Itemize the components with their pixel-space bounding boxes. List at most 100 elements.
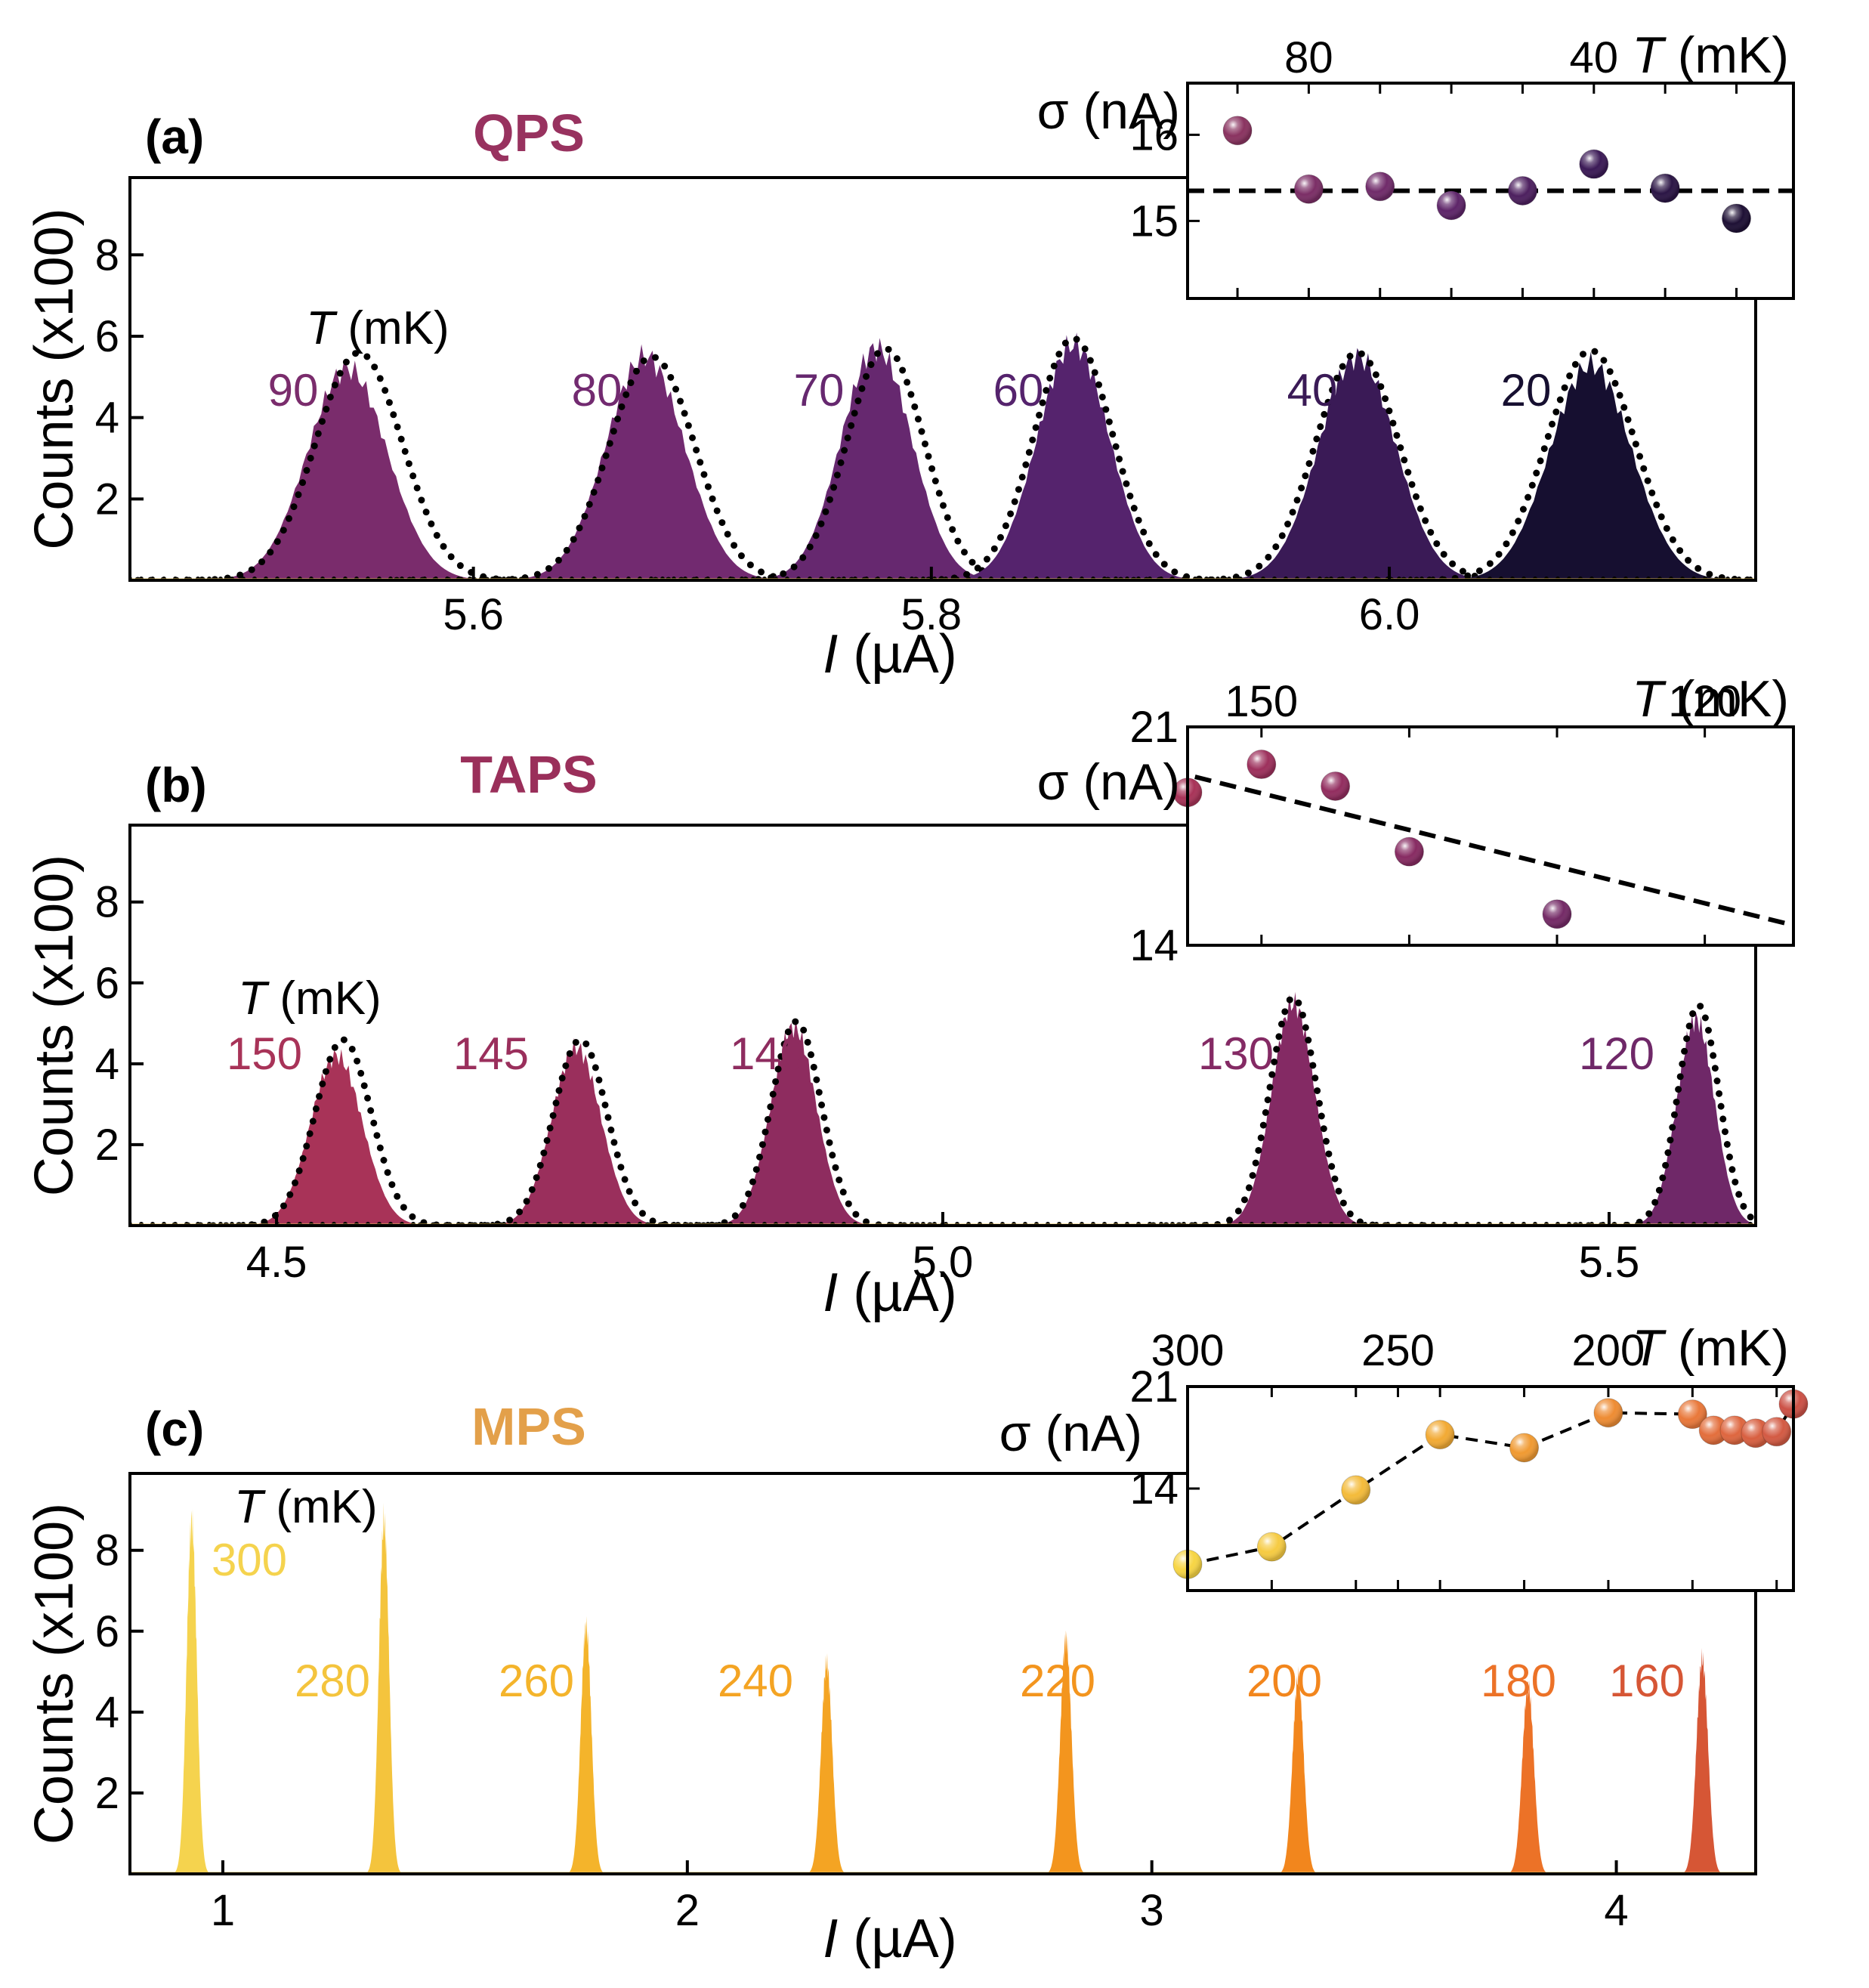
- histogram-180: [1503, 1680, 1552, 1874]
- peak-label-145: 145: [453, 1028, 529, 1079]
- histogram-20: [1420, 351, 1756, 580]
- ytick-label: 8: [95, 230, 119, 280]
- fit-curve-150: [171, 1035, 515, 1226]
- y-axis-label: Counts (x100): [24, 1503, 85, 1844]
- peak-label-260: 260: [499, 1656, 574, 1706]
- peak-label-240: 240: [718, 1656, 793, 1706]
- inset-point-shine: [1341, 1475, 1370, 1504]
- inset-point-shine: [1223, 116, 1253, 145]
- ytick-label: 4: [95, 1688, 119, 1737]
- histogram-80: [480, 344, 811, 580]
- panel-label: (c): [145, 1402, 204, 1456]
- y-axis-label: Counts (x100): [24, 208, 85, 549]
- inset-ytick-label: 15: [1129, 196, 1179, 246]
- inset-ytick-label: 14: [1129, 921, 1179, 970]
- x-axis-label: I (µA): [823, 1909, 956, 1969]
- inset-point-shine: [1294, 175, 1324, 204]
- temperature-header: T (mK): [234, 1481, 377, 1533]
- inset-top-axis-label: T (mK): [1632, 26, 1789, 84]
- inset-point-shine: [1722, 203, 1751, 233]
- inset-frame: [1186, 82, 1795, 300]
- inset-point-shine: [1699, 1415, 1728, 1445]
- inset-ytick-label: 14: [1129, 1464, 1179, 1513]
- x-axis-label: I (µA): [823, 624, 956, 685]
- xtick-label: 2: [675, 1886, 700, 1935]
- histogram-120: [1616, 1011, 1756, 1226]
- inset-background: [1188, 727, 1793, 945]
- inset-top-tick-label: 80: [1284, 33, 1333, 82]
- inset-top-tick-label: 120: [1668, 677, 1741, 726]
- inset-y-axis-label: σ (nA): [1037, 753, 1180, 811]
- peak-label-200: 200: [1247, 1656, 1322, 1706]
- inset-ytick-label: 21: [1129, 1362, 1179, 1411]
- peak-label-280: 280: [295, 1656, 370, 1706]
- inset-point-shine: [1543, 899, 1572, 929]
- inset-y-axis-label: σ (nA): [1037, 82, 1180, 140]
- histogram-220: [1042, 1630, 1089, 1874]
- peak-label-150: 150: [227, 1028, 302, 1079]
- histogram-140: [697, 1018, 890, 1226]
- xtick-label: 4.5: [246, 1238, 307, 1287]
- xtick-label: 6.0: [1359, 590, 1420, 639]
- inset-top-tick-label: 40: [1570, 33, 1619, 82]
- peak-label-120: 120: [1579, 1028, 1654, 1079]
- ytick-label: 2: [95, 1121, 119, 1170]
- inset-point-shine: [1720, 1415, 1750, 1445]
- panel-label: (b): [145, 758, 207, 812]
- histogram-130: [1202, 991, 1384, 1226]
- xtick-label: 3: [1140, 1886, 1164, 1935]
- panel-label: (a): [145, 110, 204, 164]
- inset-background: [1188, 83, 1793, 298]
- inset-top-tick-label: 300: [1151, 1326, 1225, 1375]
- inset-a: 15 16 80 40 T (mK) σ (nA): [1037, 26, 1795, 300]
- histogram-280: [362, 1502, 406, 1874]
- inset-point-shine: [1426, 1420, 1455, 1449]
- peak-label-300: 300: [212, 1535, 287, 1585]
- inset-point-shine: [1365, 172, 1395, 201]
- inset-point-shine: [1257, 1532, 1287, 1562]
- plot-frame: [128, 1472, 1757, 1875]
- inset-point-shine: [1593, 1398, 1623, 1427]
- panel-b: 2 4 6 8 4.5 5.0 5.5 I (µA) Counts (x100) (b) TAPS T…: [24, 670, 1795, 1323]
- peak-label-220: 220: [1020, 1656, 1095, 1706]
- histogram-40: [1195, 348, 1519, 580]
- ytick-label: 6: [95, 312, 119, 361]
- inset-top-axis-label: T (mK): [1632, 670, 1789, 728]
- xtick-label: 4: [1604, 1886, 1628, 1935]
- inset-top-tick-label: 200: [1572, 1326, 1645, 1375]
- inset-point-shine: [1395, 837, 1424, 867]
- histogram-300: [170, 1508, 214, 1874]
- inset-point-shine: [1651, 174, 1680, 203]
- inset-point-shine: [1437, 190, 1466, 220]
- histogram-160: [1678, 1647, 1727, 1874]
- inset-point-shine: [1509, 1433, 1539, 1462]
- histogram-240: [803, 1653, 851, 1874]
- panel-a: 2 4 6 8 5.6 5.8 6.0 I (µA) Counts (x100) (a) QPS T …: [24, 26, 1795, 685]
- inset-point-shine: [1762, 1417, 1791, 1446]
- peak-label-40: 40: [1287, 365, 1338, 416]
- ytick-label: 4: [95, 1040, 119, 1089]
- peak-label-130: 130: [1198, 1028, 1274, 1079]
- inset-ytick-label: 21: [1129, 703, 1179, 752]
- peak-label-70: 70: [794, 365, 845, 416]
- ytick-label: 2: [95, 475, 119, 524]
- panel-title: MPS: [471, 1397, 586, 1456]
- peaks-a: [130, 332, 1756, 580]
- inset-point-shine: [1247, 750, 1276, 779]
- xtick-label: 5.5: [1579, 1238, 1640, 1287]
- inset-top-axis-label: T (mK): [1632, 1319, 1789, 1377]
- ytick-label: 4: [95, 394, 119, 443]
- ytick-label: 6: [95, 959, 119, 1008]
- panel-title: TAPS: [460, 745, 598, 804]
- peak-label-160: 160: [1609, 1656, 1685, 1706]
- inset-ytick-label: 16: [1129, 110, 1179, 159]
- inset-top-tick-label: 150: [1225, 677, 1298, 726]
- peaks-b: [130, 991, 1756, 1226]
- peak-label-90: 90: [268, 365, 319, 416]
- y-axis-label: Counts (x100): [24, 855, 85, 1196]
- inset-top-tick-label: 250: [1361, 1326, 1435, 1375]
- ytick-label: 8: [95, 1526, 119, 1575]
